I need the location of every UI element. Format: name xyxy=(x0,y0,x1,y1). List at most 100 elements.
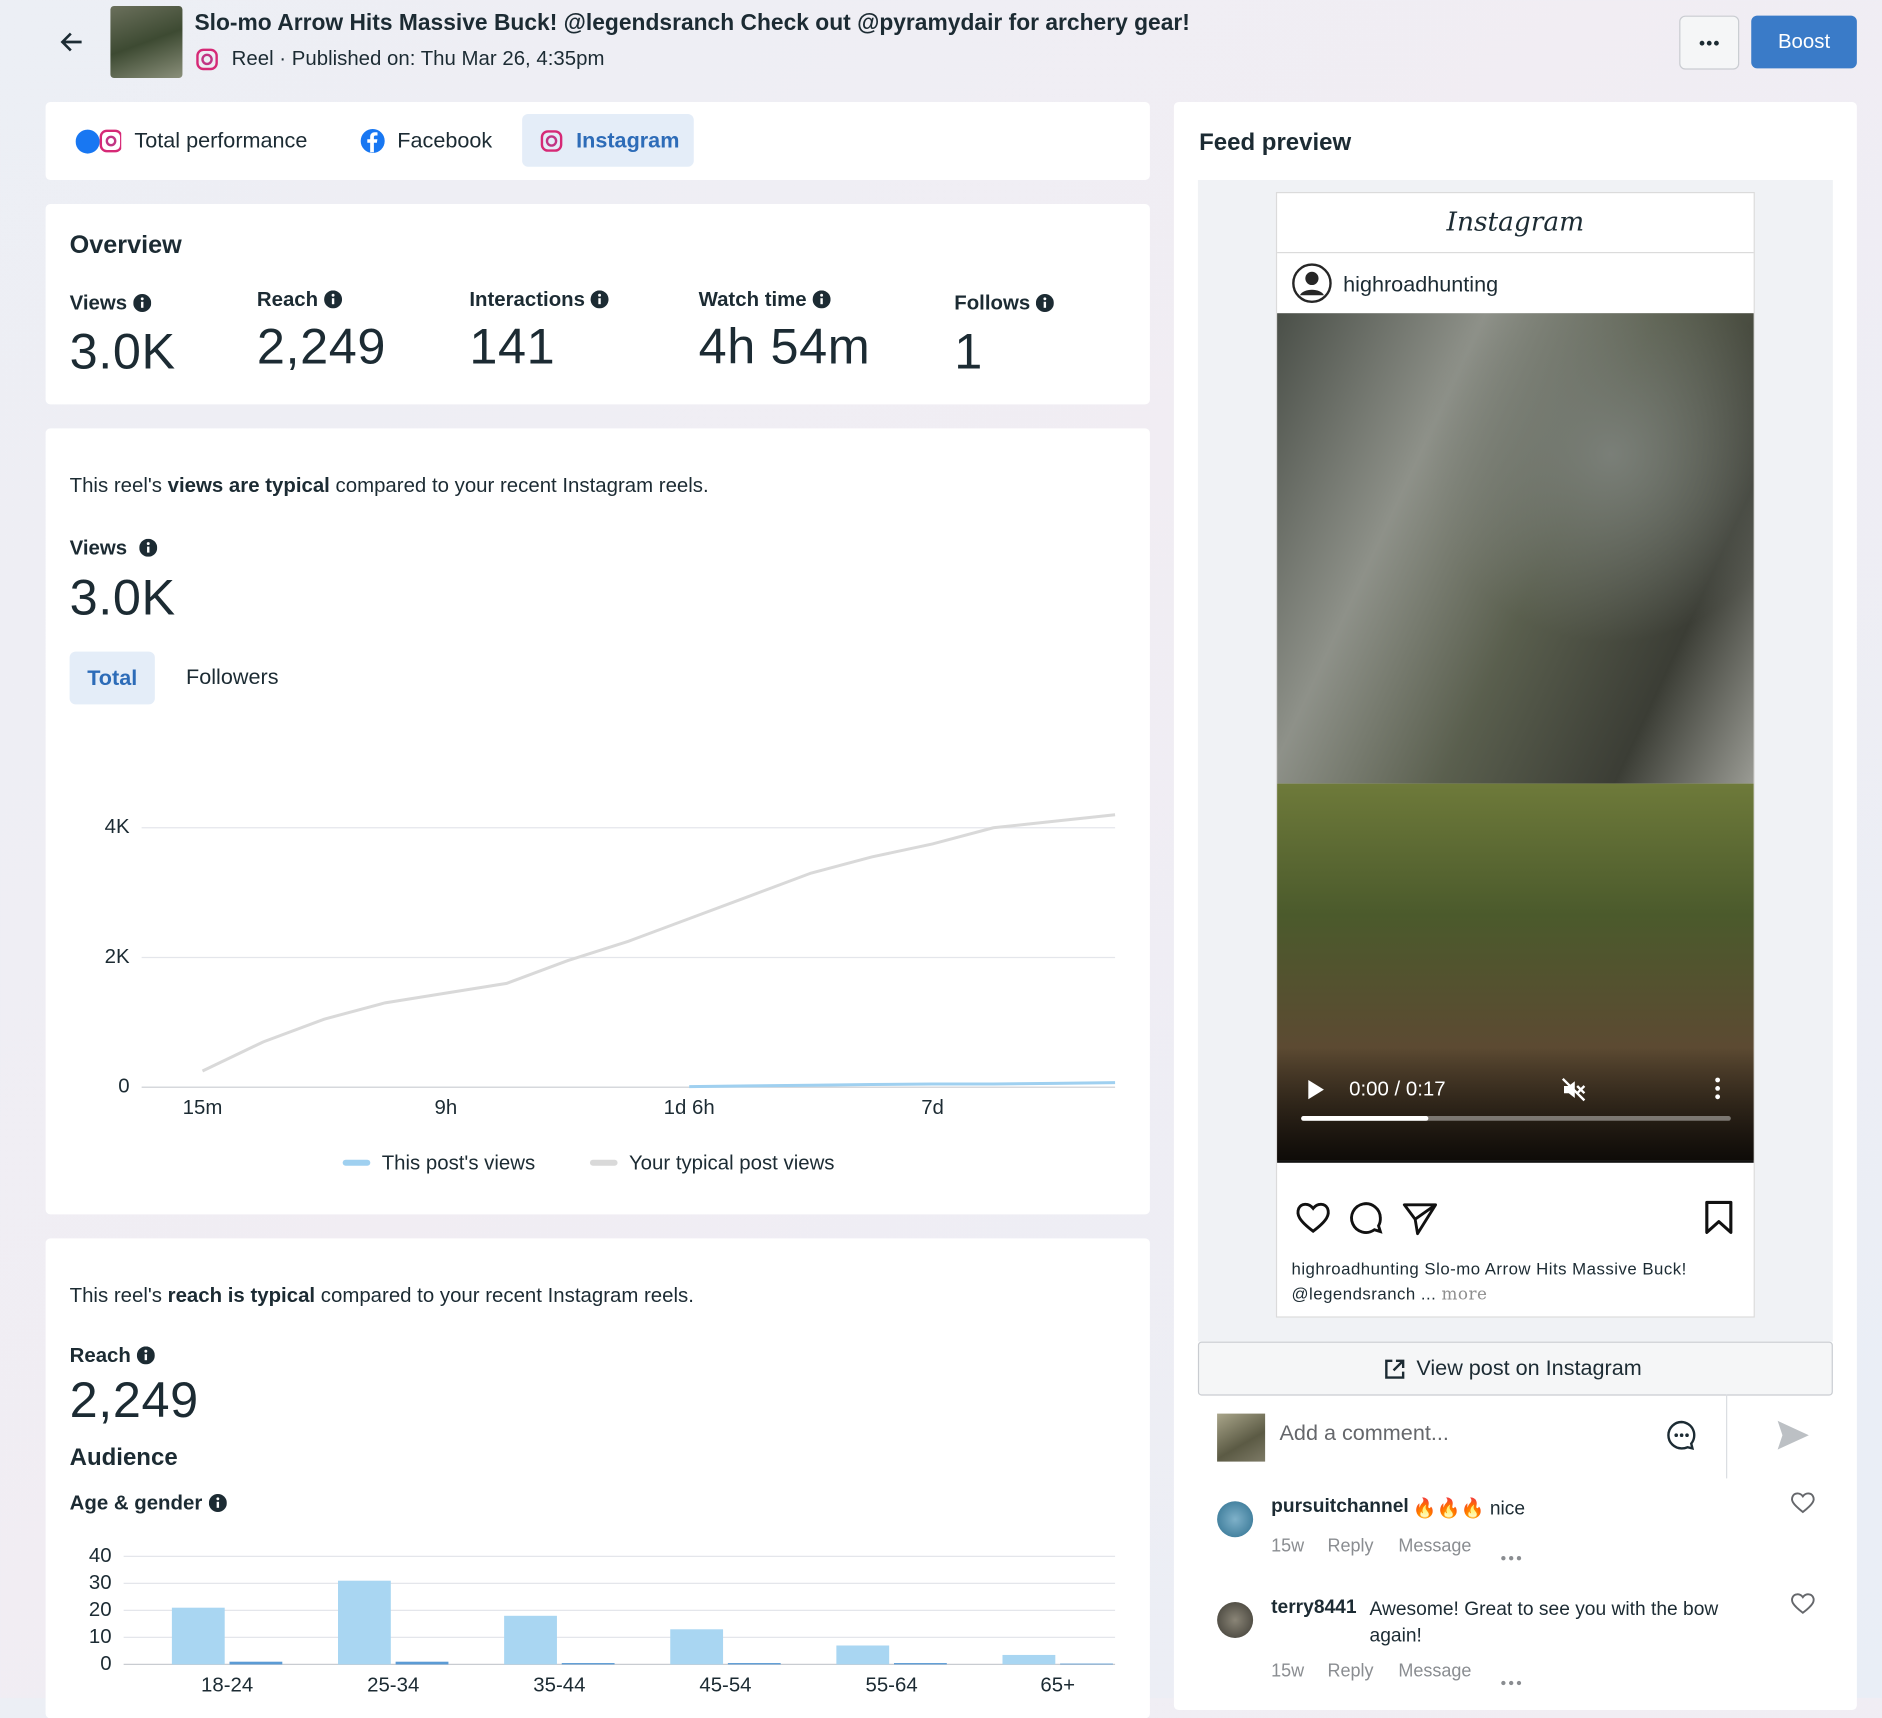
summary-bold: reach is typical xyxy=(167,1284,316,1307)
series-line xyxy=(689,1081,1116,1089)
bar xyxy=(893,1663,947,1665)
bar xyxy=(727,1663,781,1665)
reply-link[interactable]: Reply xyxy=(1327,1536,1374,1557)
bar xyxy=(836,1645,890,1665)
tab[interactable]: Total performance xyxy=(134,128,308,153)
comment-menu[interactable] xyxy=(1500,1670,1522,1692)
comment-user[interactable]: terry8441 xyxy=(1271,1597,1357,1618)
metric-value: 1 xyxy=(954,322,983,380)
more-link[interactable]: more xyxy=(1441,1285,1488,1305)
comment-menu[interactable] xyxy=(1500,1546,1522,1568)
brand-logo: Instagram xyxy=(1446,207,1585,238)
bar xyxy=(395,1661,449,1665)
views-value: 3.0K xyxy=(69,568,176,626)
y-tick-label: 0 xyxy=(100,1653,111,1675)
metric-label: Watch time xyxy=(699,288,831,312)
play-button[interactable] xyxy=(1306,1079,1325,1101)
age-gender-title: Age & gender xyxy=(70,1492,227,1516)
bar xyxy=(1060,1663,1113,1665)
y-tick-label: 30 xyxy=(89,1572,112,1594)
save-icon[interactable] xyxy=(1703,1199,1734,1235)
x-tick-label: 9h xyxy=(434,1097,457,1119)
instagram-icon xyxy=(196,48,218,71)
bar xyxy=(670,1629,724,1665)
x-tick-label: 35-44 xyxy=(533,1674,585,1696)
x-tick-label: 7d xyxy=(921,1097,944,1119)
overview-card: Overview Views 3.0K Reach 2,249 Interactions… xyxy=(45,204,1150,405)
summary-text: This reel's xyxy=(69,1284,162,1307)
more-button[interactable] xyxy=(1679,15,1740,70)
active-tab[interactable]: Instagram xyxy=(522,114,694,167)
comment-age: 15w xyxy=(1271,1536,1305,1557)
bar xyxy=(561,1663,615,1665)
overview-title: Overview xyxy=(69,231,182,260)
comment-text: Awesome! Great to see you with the bow a… xyxy=(1369,1599,1719,1647)
boost-button[interactable]: Boost xyxy=(1751,15,1857,69)
metric-label: Views xyxy=(69,291,152,316)
view-post-button[interactable]: View post on Instagram xyxy=(1197,1341,1833,1396)
message-link[interactable]: Message xyxy=(1398,1660,1472,1682)
x-tick-label: 55-64 xyxy=(866,1674,918,1696)
y-tick-label: 0 xyxy=(118,1076,129,1098)
video-menu[interactable] xyxy=(1714,1076,1721,1100)
bar xyxy=(338,1580,391,1665)
caption-text: Slo-mo Arrow Hits Massive Buck! @legends… xyxy=(1291,1258,1687,1304)
avatar xyxy=(1292,263,1332,304)
bar xyxy=(171,1607,225,1665)
x-tick-label: 18-24 xyxy=(201,1674,253,1696)
y-tick-label: 2K xyxy=(105,946,130,968)
divider xyxy=(1277,252,1754,254)
label: Reach xyxy=(69,1344,131,1367)
summary-text: compared to your recent Instagram reels. xyxy=(335,474,709,497)
mute-button[interactable] xyxy=(1560,1076,1586,1102)
metric-value: 4h 54m xyxy=(698,318,871,375)
comment-avatar xyxy=(1217,1501,1254,1538)
view-post-label[interactable]: View post on Instagram xyxy=(1416,1356,1642,1380)
progress-bar[interactable] xyxy=(1301,1116,1731,1121)
x-tick-label: 15m xyxy=(183,1097,223,1119)
reach-value: 2,249 xyxy=(69,1371,199,1428)
reach-label: Reach xyxy=(70,1344,155,1368)
label: Reach xyxy=(256,288,319,311)
metric-label: Interactions xyxy=(469,288,609,312)
label: Views xyxy=(69,291,128,315)
views-label: Views xyxy=(70,536,158,560)
video-time: 0:00 / 0:17 xyxy=(1349,1077,1446,1101)
summary-bold: views are typical xyxy=(167,474,330,497)
metric-value: 2,249 xyxy=(256,318,387,375)
like-comment[interactable] xyxy=(1790,1490,1816,1520)
toggle[interactable]: Followers xyxy=(186,664,279,689)
metric-label: Reach xyxy=(256,288,343,312)
comment-avatar xyxy=(1217,1602,1254,1639)
comment-text: 🔥🔥🔥 nice xyxy=(1412,1498,1526,1520)
reply-link[interactable]: Reply xyxy=(1327,1660,1374,1682)
feed-preview-title: Feed preview xyxy=(1199,129,1352,156)
x-tick-label: 25-34 xyxy=(367,1674,419,1696)
tab[interactable]: Instagram xyxy=(576,128,680,153)
comment-input[interactable]: Add a comment... xyxy=(1279,1420,1449,1445)
send-button[interactable] xyxy=(1776,1420,1810,1451)
reach-summary: This reel's reach is typical compared to… xyxy=(70,1284,694,1308)
label: Follows xyxy=(954,291,1031,315)
legend-label: This post's views xyxy=(382,1152,535,1174)
comment-user[interactable]: pursuitchannel xyxy=(1271,1496,1409,1517)
x-tick-label: 65+ xyxy=(1040,1674,1075,1696)
video-frame-bottom: 0:00 / 0:17 xyxy=(1277,783,1754,1161)
back-button[interactable] xyxy=(58,29,87,55)
y-tick-label: 40 xyxy=(89,1545,112,1567)
y-tick-label: 20 xyxy=(89,1599,112,1621)
message-link[interactable]: Message xyxy=(1398,1536,1472,1557)
action-icons[interactable] xyxy=(1294,1199,1438,1237)
toggle[interactable]: Total xyxy=(69,651,155,705)
post-frame: Instagram highroadhunting 0:00 / 0:17 hi… xyxy=(1275,192,1755,1318)
emoji-button[interactable] xyxy=(1666,1420,1697,1451)
like-comment[interactable] xyxy=(1790,1591,1816,1621)
thumbnail xyxy=(110,6,183,78)
tab[interactable]: Facebook xyxy=(397,128,493,153)
username: highroadhunting xyxy=(1343,272,1499,297)
label: Age & gender xyxy=(69,1491,203,1515)
post-subtitle: Reel · Published on: Thu Mar 26, 4:35pm xyxy=(231,46,605,70)
